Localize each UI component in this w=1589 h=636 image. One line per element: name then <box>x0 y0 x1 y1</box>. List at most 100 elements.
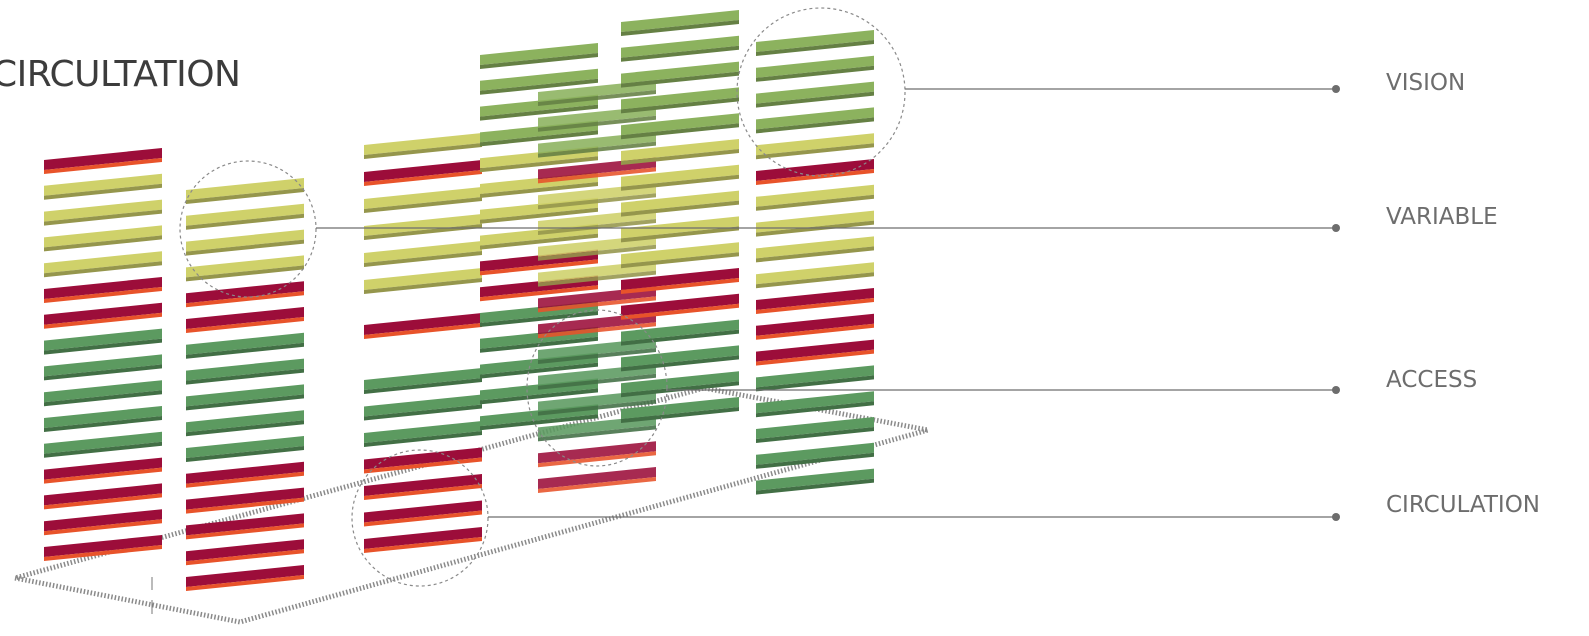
highlight-circles <box>179 7 906 587</box>
slab-vision <box>480 43 598 69</box>
slab-circulation <box>538 441 656 468</box>
slab-access <box>756 417 874 443</box>
slab-circulation <box>44 535 162 561</box>
slab-circulation <box>364 500 482 527</box>
slab-access <box>44 328 162 355</box>
slab-access <box>186 384 304 411</box>
highlight-circle-access <box>526 309 668 467</box>
slab-circulation <box>621 268 739 294</box>
highlight-circle-circulation <box>351 449 489 587</box>
slab-variable <box>364 133 482 159</box>
slab-variable <box>186 229 304 256</box>
legend-label-vision: VISION <box>1386 70 1466 96</box>
slab-variable <box>621 139 739 165</box>
slab-variable <box>364 241 482 267</box>
slab-access <box>186 410 304 437</box>
slab-access <box>44 431 162 458</box>
slab-variable <box>364 187 482 213</box>
legend-label-variable: VARIABLE <box>1386 204 1498 230</box>
slab-circulation <box>44 483 162 510</box>
slab-vision <box>756 81 874 108</box>
slab-circulation <box>364 313 482 339</box>
slab-circulation <box>44 457 162 484</box>
slab-circulation <box>364 474 482 500</box>
slab-variable <box>756 184 874 211</box>
slab-circulation <box>364 447 482 474</box>
slab-circulation <box>186 539 304 566</box>
leader-dot-access <box>1332 386 1340 394</box>
slab-access <box>621 345 739 372</box>
slab-circulation <box>756 339 874 366</box>
slab-access <box>621 397 739 423</box>
slab-vision <box>621 10 739 36</box>
slab-access <box>44 406 162 432</box>
slab-variable <box>621 164 739 191</box>
slab-variable <box>186 178 304 204</box>
slab-circulation <box>538 467 656 493</box>
slab-vision <box>621 61 739 88</box>
slab-variable <box>44 199 162 226</box>
slab-access <box>44 354 162 381</box>
leader-dot-variable <box>1332 224 1340 232</box>
slab-circulation <box>186 513 304 540</box>
slab-variable <box>44 225 162 252</box>
legend-label-circulation: CIRCULATION <box>1386 492 1541 518</box>
slab-circulation <box>756 313 874 340</box>
slab-vision <box>756 30 874 56</box>
slab-vision <box>621 35 739 62</box>
slab-variable <box>756 262 874 289</box>
slab-circulation <box>44 302 162 329</box>
slab-access <box>756 442 874 469</box>
ground-outline <box>14 385 929 625</box>
slab-circulation <box>364 160 482 186</box>
slab-access <box>186 358 304 385</box>
leader-dot-circulation <box>1332 513 1340 521</box>
slab-vision <box>621 87 739 114</box>
slab-circulation <box>44 277 162 303</box>
slab-vision <box>756 55 874 82</box>
slab-variable <box>756 236 874 263</box>
slab-access <box>44 380 162 407</box>
slab-access <box>364 368 482 394</box>
slab-circulation <box>186 307 304 333</box>
slab-access <box>186 436 304 462</box>
slab-vision <box>756 107 874 134</box>
slab-access <box>186 332 304 359</box>
highlight-circle-vision <box>736 7 906 177</box>
slab-access <box>756 391 874 418</box>
slab-circulation <box>756 159 874 185</box>
slab-variable <box>364 268 482 294</box>
slab-circulation <box>364 527 482 553</box>
slab-circulation <box>44 148 162 174</box>
slab-variable <box>621 190 739 217</box>
slab-variable <box>186 255 304 282</box>
slab-circulation <box>44 509 162 536</box>
slab-access <box>756 468 874 495</box>
slab-access <box>621 319 739 346</box>
leader-dot-vision <box>1332 85 1340 93</box>
slab-access <box>364 421 482 447</box>
slab-circulation <box>756 288 874 314</box>
slab-stacks <box>44 10 874 591</box>
slab-access <box>364 394 482 421</box>
highlight-circle-variable <box>179 160 317 298</box>
slab-circulation <box>186 487 304 514</box>
slab-access <box>756 365 874 392</box>
slab-circulation <box>621 293 739 320</box>
slab-vision <box>480 68 598 95</box>
slab-variable <box>44 251 162 278</box>
slab-variable <box>364 214 482 240</box>
slab-circulation <box>186 461 304 488</box>
slab-variable <box>756 210 874 237</box>
slab-vision <box>621 113 739 140</box>
slab-variable <box>621 242 739 269</box>
legend-label-access: ACCESS <box>1386 367 1478 393</box>
slab-circulation <box>186 281 304 308</box>
slab-variable <box>756 133 874 160</box>
slab-variable <box>44 173 162 200</box>
leader-lines <box>316 85 1340 521</box>
slab-access <box>621 371 739 398</box>
diagram-title: CIRCULTATION <box>0 54 241 95</box>
slab-circulation <box>186 565 304 591</box>
